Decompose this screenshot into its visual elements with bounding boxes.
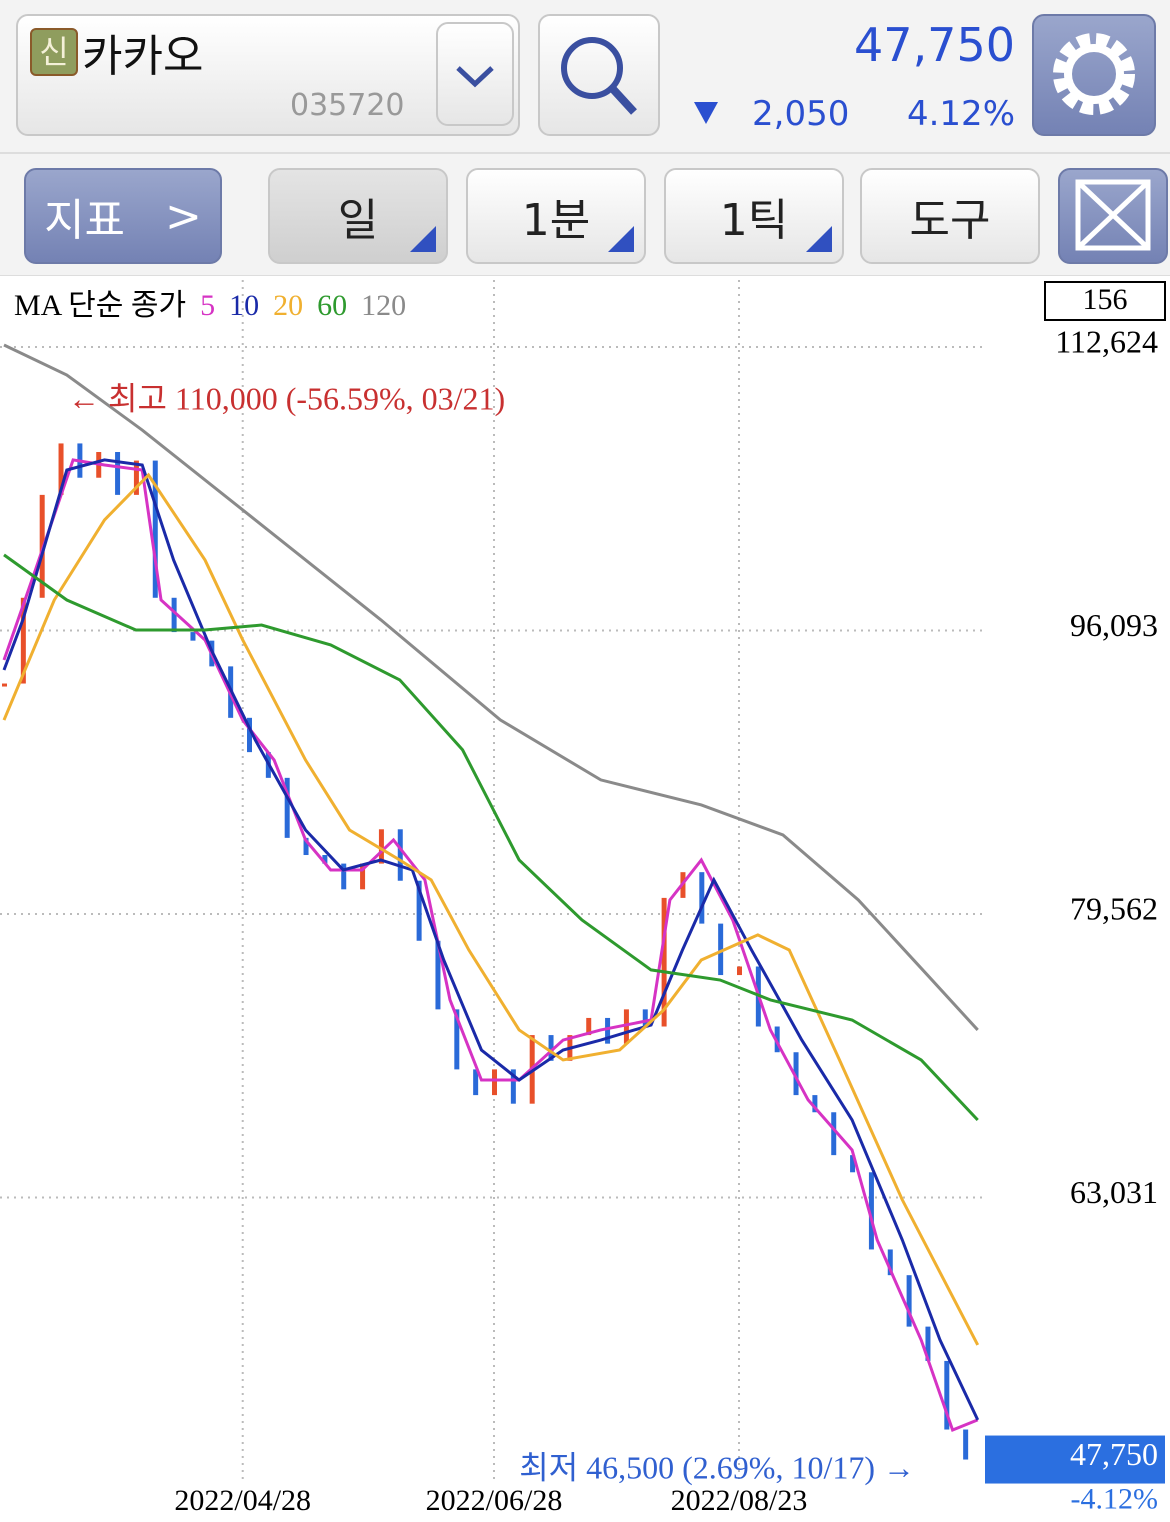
gear-icon	[1053, 33, 1135, 115]
candle	[906, 1275, 912, 1327]
badge: 신	[30, 28, 78, 76]
legend-title: MA 단순 종가	[14, 289, 187, 322]
candle	[190, 632, 196, 641]
candle	[2, 683, 7, 687]
y-tick-label: 63,031	[1070, 1174, 1158, 1210]
candle	[831, 1112, 837, 1156]
legend-entry: 5	[200, 289, 216, 322]
x-tick-label: 2022/08/23	[671, 1484, 808, 1517]
candle	[58, 443, 64, 495]
expand-button[interactable]	[1058, 168, 1168, 264]
candle	[435, 940, 441, 1010]
ma-line	[2, 472, 980, 1346]
period-button[interactable]: 일	[268, 168, 448, 264]
candle	[397, 829, 403, 881]
change-pct: 4.12%	[906, 94, 1015, 134]
expand-icon	[1075, 179, 1151, 251]
last-price: 47,750	[1070, 1436, 1158, 1472]
count-box	[1044, 281, 1166, 321]
price-box	[985, 1435, 1165, 1484]
candle	[661, 897, 667, 1027]
x-tick-label: 2022/06/28	[426, 1484, 563, 1517]
minute-label: 1분	[521, 195, 591, 246]
arrow: >	[165, 190, 202, 242]
candle	[171, 597, 177, 633]
candle	[605, 1017, 611, 1044]
candle	[284, 777, 290, 838]
candle	[887, 1249, 893, 1276]
last-change: -4.12%	[1071, 1482, 1158, 1515]
legend-entry: 20	[273, 289, 304, 322]
candle	[850, 1155, 856, 1173]
count: 156	[1083, 283, 1128, 316]
annotation: ← 최고 110,000 (-56.59%, 03/21)	[68, 380, 505, 416]
indicator-button[interactable]: 지표 >	[24, 168, 222, 264]
ma-line	[2, 458, 980, 1421]
candle	[247, 717, 252, 753]
legend-entry: 120	[361, 289, 407, 322]
annotation: 최저 46,500 (2.69%, 10/17) →	[519, 1449, 915, 1485]
settings-button[interactable]	[1032, 14, 1156, 136]
tick-button[interactable]: 1틱	[664, 168, 844, 264]
candle	[20, 597, 26, 684]
y-tick-label: 96,093	[1070, 607, 1158, 643]
candle	[642, 1009, 648, 1027]
ma-line	[2, 458, 979, 1433]
candle	[378, 829, 384, 864]
candle	[548, 1035, 554, 1061]
stock-name: 카카오	[82, 31, 204, 82]
candle	[925, 1326, 931, 1361]
x-tick-label: 2022/04/28	[174, 1484, 311, 1517]
candle	[737, 966, 742, 976]
candle	[473, 1069, 479, 1096]
candle	[718, 923, 724, 976]
candle	[868, 1172, 874, 1250]
candle	[944, 1360, 950, 1430]
search-icon	[561, 37, 637, 115]
indicator-label: 지표	[44, 195, 126, 246]
candle	[303, 837, 309, 856]
tools-button[interactable]: 도구	[860, 168, 1040, 264]
candle	[510, 1069, 516, 1104]
candle	[963, 1429, 969, 1460]
candle	[416, 880, 422, 941]
legend: MA 단순 종가 5 10 20 60 120	[14, 280, 406, 324]
candle	[341, 863, 347, 890]
separator	[0, 152, 1170, 154]
tools-label: 도구	[909, 195, 991, 246]
candle	[623, 1009, 629, 1044]
candle	[322, 855, 328, 864]
candle	[454, 1009, 460, 1070]
candle	[360, 863, 366, 890]
down-arrow	[694, 102, 718, 124]
y-tick-label: 112,624	[1055, 323, 1158, 359]
chevron	[456, 66, 494, 88]
candle	[492, 1069, 497, 1096]
legend-entry: 60	[317, 289, 348, 322]
candle	[152, 460, 158, 598]
dropdown-button[interactable]	[436, 22, 514, 126]
y-tick-label: 79,562	[1070, 890, 1158, 926]
candle	[133, 460, 139, 495]
search-button[interactable]	[538, 14, 660, 136]
price: 47,750	[854, 18, 1015, 72]
period-label: 일	[337, 195, 379, 246]
ma-line	[3, 343, 979, 1031]
candle	[812, 1095, 818, 1113]
candle	[115, 452, 121, 495]
legend-entry: 10	[229, 289, 260, 322]
ma-line	[3, 553, 979, 1122]
candle	[699, 872, 705, 924]
candle	[586, 1017, 592, 1036]
candle	[793, 1052, 799, 1096]
tick-label: 1틱	[719, 195, 789, 246]
stock-code: 035720	[290, 88, 405, 123]
minute-button[interactable]: 1분	[466, 168, 646, 264]
change: 2,050	[752, 94, 850, 134]
